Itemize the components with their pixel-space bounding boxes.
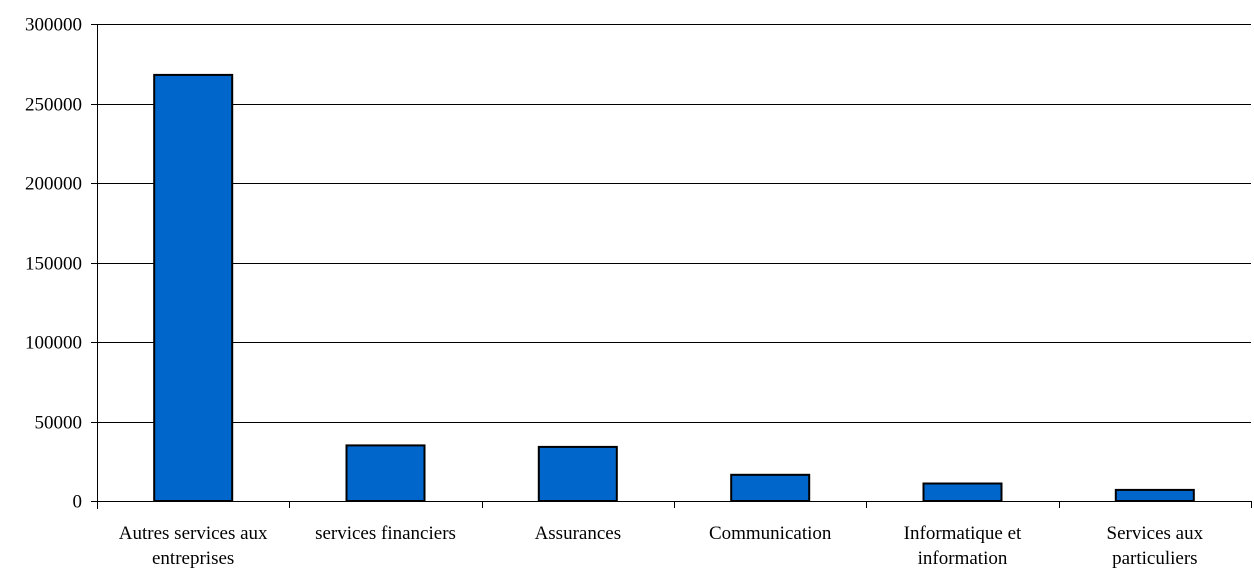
x-tick-label: Assurances [535, 523, 622, 544]
y-tick-label: 250000 [25, 95, 82, 116]
x-tick-label: Informatique et information [904, 523, 1022, 569]
x-tick-label-line: Assurances [535, 523, 622, 544]
bar [922, 482, 1003, 502]
bar [345, 444, 426, 502]
x-tick-label-line: particuliers [1112, 548, 1197, 569]
y-tick-label: 50000 [35, 413, 83, 434]
y-tick-labels: 0 50000 100000 150000 200000 250000 300000 [25, 15, 82, 513]
x-tick-label-line: Autres services aux [119, 523, 268, 544]
x-tick-label-line: Communication [709, 523, 832, 544]
bar [1114, 488, 1195, 502]
x-tick-label-line: Services aux [1107, 523, 1204, 544]
bar [730, 473, 811, 502]
x-tick-label-line: Informatique et [904, 523, 1022, 544]
x-tick-label: services financiers [315, 523, 456, 544]
x-tick-label: Services aux particuliers [1107, 523, 1204, 569]
x-tick-label: Autres services aux entreprises [119, 523, 268, 569]
y-tick-label: 100000 [25, 333, 82, 354]
axes [91, 24, 1252, 509]
bars [153, 73, 1195, 503]
x-tick-label-line: information [918, 548, 1008, 569]
gridlines [97, 24, 1251, 423]
x-tick-label: Communication [709, 523, 832, 544]
bar [153, 73, 234, 503]
x-tick-labels: Autres services aux entreprises services f… [119, 523, 1204, 569]
x-tick-label-line: entreprises [152, 548, 234, 569]
x-tick-label-line: services financiers [315, 523, 456, 544]
y-tick-label: 300000 [25, 15, 82, 36]
bar [537, 445, 618, 502]
y-tick-label: 0 [73, 492, 83, 513]
y-tick-label: 150000 [25, 254, 82, 275]
y-tick-label: 200000 [25, 174, 82, 195]
